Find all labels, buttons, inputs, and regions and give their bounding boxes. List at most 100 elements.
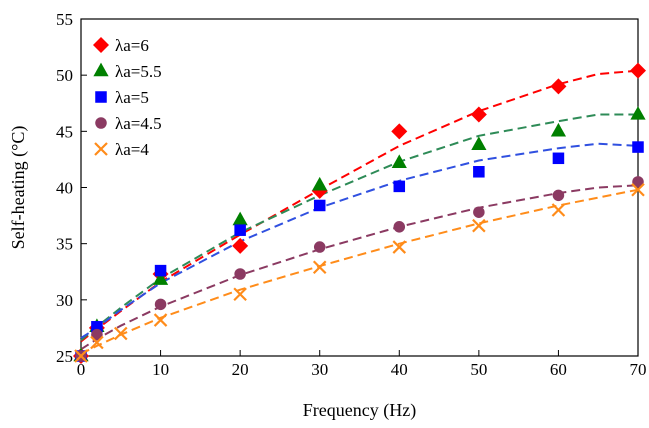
x-marker-stroke bbox=[74, 349, 88, 363]
data-point bbox=[114, 326, 128, 341]
data-point bbox=[550, 122, 567, 137]
x-marker-stroke bbox=[392, 240, 407, 254]
data-point bbox=[551, 203, 566, 217]
legend: λa=6 λa=5.5 λa=5 λa=4.5 λa=4 bbox=[93, 36, 162, 159]
square-marker bbox=[91, 321, 103, 333]
x-marker-stroke bbox=[631, 182, 645, 197]
data-point bbox=[632, 176, 644, 188]
data-point bbox=[90, 335, 104, 350]
trend-lines bbox=[80, 69, 639, 355]
data-point bbox=[393, 221, 406, 233]
y-tick-label: 25 bbox=[56, 347, 73, 366]
triangle-marker bbox=[93, 62, 109, 77]
data-point bbox=[630, 106, 646, 120]
triangle-marker bbox=[471, 136, 487, 151]
axis-ticks: 0 10 20 30 40 50 60 70 25 30 35 40 45 50 55 bbox=[56, 10, 647, 379]
data-point bbox=[312, 176, 328, 191]
y-axis-title: Self-heating (°C) bbox=[8, 126, 29, 250]
triangle-marker bbox=[391, 154, 407, 168]
data-point bbox=[392, 240, 407, 254]
diamond-marker bbox=[630, 62, 646, 79]
data-point bbox=[393, 180, 406, 193]
x-tick-label: 30 bbox=[311, 360, 328, 379]
data-point bbox=[91, 328, 103, 341]
data-point bbox=[470, 106, 487, 123]
data-point bbox=[472, 218, 486, 233]
circle-marker bbox=[95, 117, 107, 129]
legend-label: λa=4.5 bbox=[115, 114, 162, 133]
diamond-marker bbox=[232, 237, 249, 254]
data-point bbox=[391, 154, 407, 168]
data-point bbox=[473, 166, 485, 178]
x-marker-stroke bbox=[94, 142, 108, 156]
diamond-marker bbox=[550, 78, 567, 95]
data-point bbox=[234, 268, 246, 280]
circle-marker bbox=[313, 241, 326, 253]
data-point bbox=[313, 199, 326, 212]
triangle-marker bbox=[312, 176, 328, 191]
diamond-marker bbox=[391, 123, 408, 140]
data-point bbox=[471, 136, 487, 151]
triangle-marker bbox=[152, 271, 169, 285]
data-point bbox=[232, 237, 249, 254]
y-tick-label: 30 bbox=[56, 291, 73, 310]
data-point bbox=[552, 152, 565, 165]
y-tick-label: 50 bbox=[56, 66, 73, 85]
data-point bbox=[631, 182, 645, 197]
y-tick-label: 55 bbox=[56, 10, 73, 29]
legend-label: λa=5.5 bbox=[115, 62, 162, 81]
square-marker bbox=[313, 199, 326, 212]
data-point bbox=[550, 78, 567, 95]
data-point bbox=[154, 264, 167, 277]
legend-item: λa=4.5 bbox=[95, 114, 162, 133]
legend-label: λa=6 bbox=[115, 36, 149, 55]
diamond-marker bbox=[470, 106, 487, 123]
data-points bbox=[73, 62, 646, 364]
data-point bbox=[234, 224, 246, 236]
legend-item: λa=5 bbox=[95, 88, 149, 107]
x-marker-stroke bbox=[472, 218, 486, 233]
x-marker-stroke bbox=[153, 313, 168, 327]
square-marker bbox=[95, 91, 107, 103]
legend-item: λa=5.5 bbox=[93, 62, 162, 81]
circle-marker bbox=[393, 221, 406, 233]
legend-item: λa=6 bbox=[93, 36, 149, 55]
data-point bbox=[153, 313, 168, 327]
x-tick-label: 20 bbox=[232, 360, 249, 379]
triangle-marker bbox=[232, 211, 248, 226]
diamond-marker bbox=[93, 37, 109, 53]
legend-label: λa=4 bbox=[115, 140, 149, 159]
x-axis-title: Frequency (Hz) bbox=[303, 400, 416, 421]
data-point bbox=[233, 287, 247, 301]
x-marker-stroke bbox=[114, 326, 128, 341]
data-point bbox=[74, 349, 88, 363]
x-tick-label: 60 bbox=[550, 360, 567, 379]
square-marker bbox=[154, 264, 167, 277]
data-point bbox=[552, 189, 565, 202]
square-marker bbox=[393, 180, 406, 193]
x-tick-label: 40 bbox=[391, 360, 408, 379]
data-point bbox=[632, 141, 644, 153]
trend-line bbox=[80, 142, 639, 339]
data-point bbox=[313, 241, 326, 253]
y-tick-label: 40 bbox=[56, 179, 73, 198]
legend-label: λa=5 bbox=[115, 88, 149, 107]
circle-marker bbox=[473, 206, 485, 218]
data-point bbox=[312, 260, 327, 275]
square-marker bbox=[473, 166, 485, 178]
y-tick-label: 35 bbox=[56, 235, 73, 254]
data-point bbox=[154, 298, 167, 311]
y-tick-label: 45 bbox=[56, 122, 73, 141]
x-tick-label: 70 bbox=[630, 360, 647, 379]
square-marker bbox=[632, 141, 644, 153]
data-point bbox=[630, 62, 646, 79]
data-point bbox=[391, 123, 408, 140]
square-marker bbox=[552, 152, 565, 165]
circle-marker bbox=[552, 189, 565, 202]
square-marker bbox=[234, 224, 246, 236]
data-point bbox=[232, 211, 248, 226]
circle-marker bbox=[154, 298, 167, 311]
triangle-marker bbox=[550, 122, 567, 137]
x-marker-stroke bbox=[233, 287, 247, 301]
